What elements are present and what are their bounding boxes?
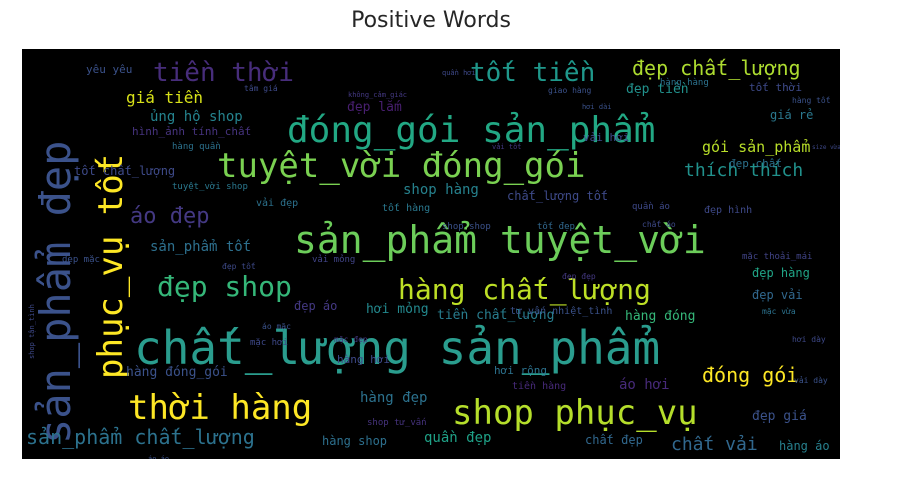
word-25: hàng đẹp xyxy=(360,390,427,406)
word-9: đẹp shop xyxy=(157,270,292,303)
word-70: áo mặc xyxy=(262,322,291,331)
word-34: áo hơi xyxy=(619,377,670,393)
word-30: đẹp tiền xyxy=(626,82,689,97)
word-77: giao hàng xyxy=(548,86,592,95)
word-55: vải mỏng xyxy=(312,254,355,265)
word-81: vải tốt xyxy=(492,143,522,151)
word-2: đóng_gói sản_phẩm xyxy=(287,110,655,151)
word-27: hơi mỏng xyxy=(366,302,429,317)
word-49: tốt thời xyxy=(749,81,802,94)
word-40: chất đẹp xyxy=(585,433,643,447)
word-75: chất áo xyxy=(642,219,676,229)
word-71: hàng tốt xyxy=(792,95,831,105)
word-56: tư_vấn nhiệt_tình xyxy=(510,305,612,317)
word-83: áo áo xyxy=(148,455,169,459)
word-23: tiền chất_lượng xyxy=(437,308,554,323)
word-6: phục_vụ tốt xyxy=(91,154,131,379)
word-38: đẹp vải xyxy=(752,288,803,302)
word-42: chất_lượng tốt xyxy=(507,189,608,203)
word-29: hình_ảnh tính_chất xyxy=(132,125,251,138)
word-cloud: chất_lượng sản_phẩm sản_phẩm tuyệt_vời đón… xyxy=(26,56,840,459)
word-15: đóng gói xyxy=(702,363,798,387)
word-21: hàng đóng_gói xyxy=(126,365,228,380)
word-11: tiền thời xyxy=(153,58,294,88)
word-44: đẹp lắm xyxy=(347,100,402,115)
word-72: hơi dày xyxy=(792,335,826,344)
word-47: vải đẹp xyxy=(256,197,298,209)
word-16: thích thích xyxy=(684,160,803,181)
word-35: hàng đóng xyxy=(625,309,695,324)
word-58: shop tư_vấn xyxy=(367,417,427,428)
word-45: hàng hơi xyxy=(337,353,390,366)
word-17: chất vải xyxy=(671,434,758,455)
word-60: hàng hàng xyxy=(660,78,709,88)
word-78: không_cảm_giác xyxy=(348,91,407,99)
word-22: sản_phẩm tốt xyxy=(150,239,251,255)
word-48: yêu yêu xyxy=(86,63,132,76)
word-28: tốt chất_lượng xyxy=(74,164,175,178)
word-51: hàng quần xyxy=(172,141,221,152)
word-1: sản_phẩm tuyệt_vời xyxy=(294,218,706,263)
word-54: hơi rộng xyxy=(494,364,547,377)
word-13: sản_phẩm chất_lượng xyxy=(26,425,255,449)
word-50: đẹp hình xyxy=(704,204,752,216)
word-82: shop tận_tình xyxy=(28,304,36,359)
word-52: tuyệt_vời shop xyxy=(172,181,248,192)
word-80: hơi dài xyxy=(582,103,612,111)
word-73: đẹp đẹp xyxy=(562,272,596,281)
word-36: hàng shop xyxy=(322,434,387,448)
word-74: vải dày xyxy=(794,375,828,385)
word-41: hàng áo xyxy=(779,439,830,453)
word-24: shop hàng xyxy=(403,182,479,198)
word-53: tiền hàng xyxy=(512,380,566,392)
word-66: mặc vừa xyxy=(762,307,796,316)
word-69: đẹp tốt xyxy=(222,261,256,271)
word-19: gói sản_phẩm xyxy=(702,138,810,156)
word-20: ủng hộ shop xyxy=(150,109,243,125)
word-4: sản_phẩm đẹp xyxy=(31,141,80,444)
word-43: tốt hàng xyxy=(382,202,430,214)
word-7: thời hàng xyxy=(128,388,312,428)
word-32: vải hơi xyxy=(583,131,629,144)
word-65: shop shop xyxy=(442,222,491,232)
word-14: áo đẹp xyxy=(130,204,209,229)
word-5: shop phục_vụ xyxy=(452,393,698,433)
word-64: mặc đẹp xyxy=(334,335,368,344)
word-8: hàng chất_lượng xyxy=(398,273,651,307)
word-0: chất_lượng sản_phẩm xyxy=(134,321,660,375)
word-12: đẹp chất_lượng xyxy=(632,56,801,80)
word-31: giá rẻ xyxy=(770,108,813,122)
word-68: tốt đẹp xyxy=(537,221,575,232)
word-39: đẹp giá xyxy=(752,409,807,424)
word-18: giá tiền xyxy=(126,88,203,107)
word-37: đẹp hàng xyxy=(752,266,810,280)
word-62: tâm giá xyxy=(244,84,278,93)
word-79: quần hơi xyxy=(442,69,476,77)
word-67: quần áo xyxy=(632,201,670,212)
word-10: tốt tiền xyxy=(470,58,595,88)
word-26: quần đẹp xyxy=(424,430,491,446)
word-57: mặc thoải_mái xyxy=(742,251,812,262)
word-3: tuyệt_vời đóng_gói xyxy=(217,146,585,186)
word-63: mặc hơi xyxy=(250,338,288,348)
chart-title: Positive Words xyxy=(351,8,511,33)
word-76: size vừa xyxy=(812,144,840,151)
word-61: đẹp mặc xyxy=(62,255,100,265)
word-46: đẹp áo xyxy=(294,299,337,313)
word-cloud-canvas: chất_lượng sản_phẩm sản_phẩm tuyệt_vời đón… xyxy=(22,49,840,459)
word-33: đẹp chất xyxy=(729,157,782,170)
